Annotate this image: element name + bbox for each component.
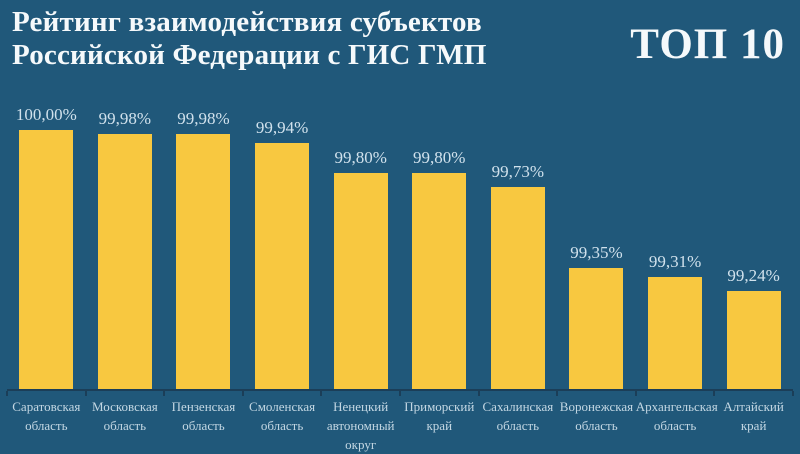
bar: [97, 134, 152, 389]
bar-value-label: 99,35%: [570, 243, 623, 262]
bar-column: 99,31%: [636, 100, 715, 389]
bar: [490, 187, 545, 389]
category-label: Приморский край: [404, 399, 475, 433]
axis-tick: [241, 391, 244, 396]
category-label: Сахалинская область: [482, 399, 554, 433]
bar: [19, 130, 74, 389]
bar: [726, 291, 781, 389]
bar-column: 99,73%: [479, 100, 558, 389]
category-label: Алтайский край: [723, 399, 784, 433]
bar-value-label: 99,80%: [413, 147, 466, 167]
axis-tick: [634, 391, 637, 396]
bar-column: 99,94%: [243, 100, 322, 389]
bar: [176, 134, 231, 389]
category-label: Саратовская область: [12, 399, 81, 433]
category-label: Пензенская область: [171, 399, 236, 433]
bar-value-label: 100,00%: [15, 105, 77, 124]
bar-chart: 100,00% 99,98% 99,98% 99,94% 99,80% 99,80% 99,…: [6, 100, 794, 454]
bar-column: 99,80%: [321, 100, 400, 389]
bar: [412, 172, 467, 389]
axis-tick: [556, 391, 559, 396]
category-label: Московская область: [92, 399, 158, 433]
bar: [648, 276, 703, 389]
category-label: Ненецкий автономный округ: [326, 399, 395, 452]
bar-column: 99,24%: [714, 100, 793, 389]
header: Рейтинг взаимодействия субъектов Российс…: [12, 6, 785, 72]
axis-tick: [320, 391, 323, 396]
axis-tick: [792, 391, 794, 396]
bar-value-label: 99,24%: [727, 266, 780, 286]
bar-value-label: 99,98%: [98, 109, 152, 129]
axis-tick: [6, 391, 8, 396]
bar-value-label: 99,80%: [334, 147, 387, 167]
bar-column: 99,35%: [557, 100, 636, 389]
bar-value-label: 99,94%: [255, 117, 309, 137]
axis-tick: [713, 391, 716, 396]
bar-value-label: 99,31%: [648, 251, 702, 271]
bar-column: 99,98%: [164, 100, 243, 389]
chart-title: Рейтинг взаимодействия субъектов Российс…: [12, 6, 487, 72]
category-label: Архангельская область: [635, 399, 718, 433]
category-label: Смоленская область: [249, 399, 316, 433]
axis-tick: [163, 391, 166, 396]
bar-column: 99,98%: [86, 100, 165, 389]
category-axis-labels: Саратовская область Московская область Пен…: [7, 397, 793, 454]
bar-value-label: 99,98%: [177, 109, 230, 129]
bar-column: 99,80%: [400, 100, 479, 389]
axis-tick: [399, 391, 401, 396]
axis-tick: [477, 391, 480, 396]
bar-value-label: 99,73%: [491, 162, 545, 182]
bar: [569, 268, 624, 389]
axis-tick: [84, 391, 87, 396]
category-label: Воронежская область: [559, 399, 634, 433]
bar: [255, 142, 310, 389]
category-axis-line: [6, 389, 794, 396]
chart-title-line1: Рейтинг взаимодействия субъектов: [12, 6, 482, 38]
top10-badge: ТОП 10: [630, 21, 785, 68]
bars-row: 100,00% 99,98% 99,98% 99,94% 99,80% 99,80% 99,…: [7, 100, 793, 389]
bar-column: 100,00%: [7, 100, 86, 389]
chart-title-line2: Российской Федерации с ГИС ГМП: [12, 39, 487, 71]
bar: [333, 172, 388, 389]
